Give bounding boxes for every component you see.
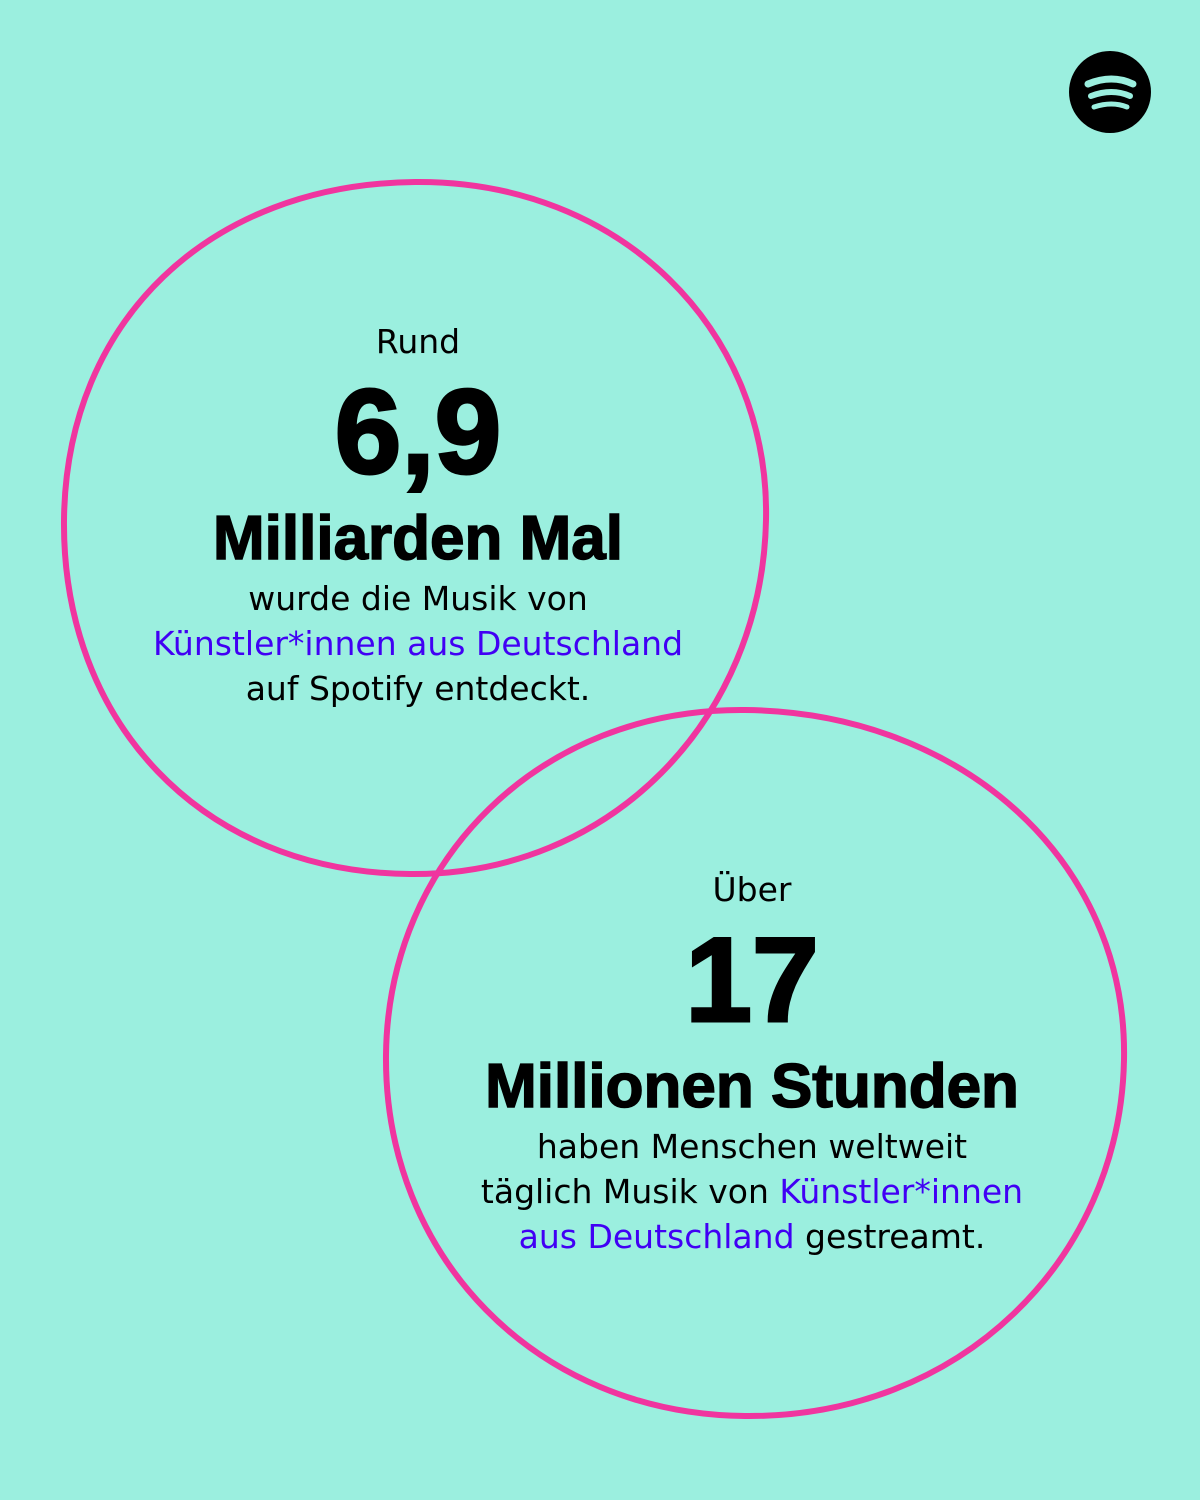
stat2-line2: täglich Musik von Künstler*innen: [352, 1169, 1152, 1214]
spotify-icon: [1084, 75, 1137, 110]
stat-block-hours: Über 17 Millionen Stunden haben Menschen…: [352, 870, 1152, 1259]
stat1-unit: Milliarden Mal: [212, 503, 623, 574]
stat2-unit: Millionen Stunden: [484, 1051, 1019, 1122]
spotify-logo: [1069, 51, 1151, 133]
stat1-highlight: Künstler*innen aus Deutschland: [152, 624, 684, 663]
stat1-prefix: Rund: [375, 322, 461, 361]
stat2-number: 17: [684, 912, 820, 1049]
stat2-description: haben Menschen weltweit täglich Musik vo…: [352, 1124, 1152, 1259]
circle-bottom: [382, 706, 1128, 1420]
stat2-line3-highlight: aus Deutschland: [518, 1217, 795, 1256]
stat2-line2-highlight: Künstler*innen: [779, 1172, 1024, 1211]
stat1-line3: auf Spotify entdeckt.: [245, 669, 591, 708]
stat-block-streams: Rund 6,9 Milliarden Mal wurde die Musik …: [18, 322, 818, 711]
circle-top: [60, 178, 770, 878]
stat1-number: 6,9: [333, 364, 503, 501]
stat2-line2-text: täglich Musik von: [480, 1172, 780, 1211]
stat2-line1: haben Menschen weltweit: [536, 1127, 968, 1166]
stat2-line3-text: gestreamt.: [794, 1217, 986, 1256]
stat1-line1: wurde die Musik von: [248, 579, 588, 618]
stat2-prefix: Über: [712, 870, 792, 909]
stat1-description: wurde die Musik von Künstler*innen aus D…: [18, 576, 818, 711]
stat2-line3: aus Deutschland gestreamt.: [352, 1214, 1152, 1259]
